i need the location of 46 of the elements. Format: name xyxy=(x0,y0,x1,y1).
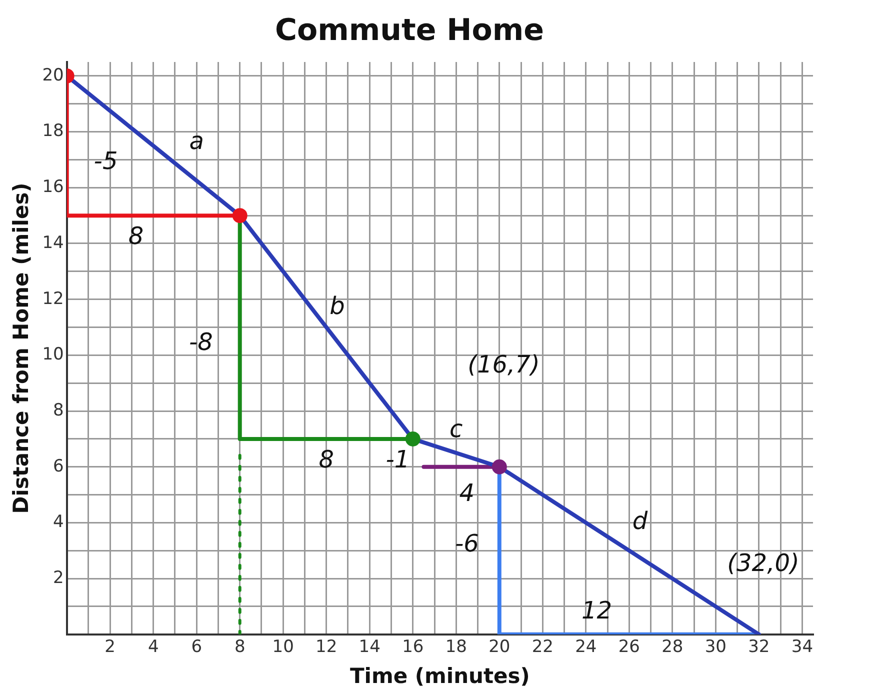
y-tick-label: 4 xyxy=(53,512,64,532)
chart-title: Commute Home xyxy=(275,12,544,48)
x-tick-label: 6 xyxy=(191,637,202,658)
y-tick-label: 6 xyxy=(53,456,64,476)
annotation: b xyxy=(330,292,345,320)
annotation: (16,7) xyxy=(468,350,540,379)
x-tick-label: 4 xyxy=(148,637,159,658)
y-tick-label: 18 xyxy=(42,121,64,142)
annotation: c xyxy=(450,414,463,443)
y-tick-label: 12 xyxy=(42,288,64,309)
x-tick-label: 14 xyxy=(358,637,380,658)
x-axis-title: Time (minutes) xyxy=(350,664,530,688)
annotation: -6 xyxy=(454,529,479,558)
x-tick-label: 8 xyxy=(234,637,246,658)
y-tick-label: 8 xyxy=(53,400,64,420)
x-tick-label: 24 xyxy=(575,637,597,658)
x-tick-label: 34 xyxy=(791,637,814,658)
point xyxy=(492,459,507,474)
y-tick-label: 16 xyxy=(42,177,64,198)
y-tick-label: 20 xyxy=(42,65,64,86)
y-tick-label: 14 xyxy=(42,232,64,253)
annotation: (32,0) xyxy=(727,548,800,577)
y-tick-label: 10 xyxy=(42,344,64,365)
x-tick-label: 30 xyxy=(704,637,726,658)
annotation: 8 xyxy=(128,222,144,250)
x-tick-label: 10 xyxy=(272,637,294,658)
annotation: -8 xyxy=(188,328,213,356)
annotation: 8 xyxy=(318,446,334,474)
x-tick-label: 12 xyxy=(316,637,338,658)
annotation: a xyxy=(189,127,204,156)
x-tick-label: 26 xyxy=(618,637,640,658)
annotation: 12 xyxy=(581,596,612,624)
annotation: -1 xyxy=(386,446,410,474)
annotation: d xyxy=(632,506,648,535)
x-tick-label: 22 xyxy=(532,637,554,658)
x-tick-label: 28 xyxy=(662,637,684,658)
annotation: -5 xyxy=(94,146,118,175)
point xyxy=(405,431,420,446)
y-tick-label: 2 xyxy=(53,568,64,588)
annotation: 4 xyxy=(459,479,475,508)
x-tick-label: 18 xyxy=(445,637,467,658)
x-tick-label: 32 xyxy=(748,637,770,658)
x-tick-label: 20 xyxy=(488,637,510,658)
y-axis-title: Distance from Home (miles) xyxy=(9,182,34,514)
x-tick-label: 16 xyxy=(402,637,424,658)
x-tick-label: 2 xyxy=(104,637,116,658)
